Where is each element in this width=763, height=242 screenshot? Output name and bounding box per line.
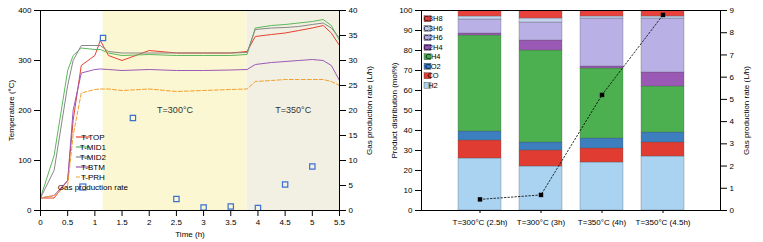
svg-text:T-MID1: T-MID1	[80, 143, 107, 152]
svg-text:T=300°C (3h): T=300°C (3h)	[517, 218, 566, 227]
svg-text:T-PRH: T-PRH	[81, 173, 105, 182]
svg-text:40: 40	[404, 126, 413, 135]
svg-text:2.5: 2.5	[171, 218, 183, 227]
svg-text:100: 100	[399, 6, 413, 15]
svg-text:100: 100	[18, 156, 32, 165]
svg-text:T=350°C (4.5h): T=350°C (4.5h)	[635, 218, 690, 227]
svg-text:20: 20	[404, 166, 413, 175]
svg-text:5: 5	[310, 218, 315, 227]
svg-text:Gas production rate (L/h): Gas production rate (L/h)	[365, 66, 374, 155]
svg-text:T-TOP: T-TOP	[81, 133, 104, 142]
svg-text:T=300°C: T=300°C	[157, 105, 193, 115]
svg-text:0: 0	[27, 206, 32, 215]
svg-text:3.5: 3.5	[225, 218, 237, 227]
svg-text:T-MID2: T-MID2	[80, 153, 107, 162]
svg-text:20: 20	[349, 106, 358, 115]
svg-text:30: 30	[404, 146, 413, 155]
svg-text:3: 3	[201, 218, 206, 227]
svg-text:200: 200	[18, 106, 32, 115]
svg-text:0: 0	[349, 206, 354, 215]
svg-text:10: 10	[404, 186, 413, 195]
svg-text:90: 90	[404, 26, 413, 35]
svg-text:Time (h): Time (h)	[175, 230, 205, 239]
svg-text:0: 0	[408, 206, 413, 215]
svg-text:40: 40	[349, 6, 358, 15]
svg-text:9: 9	[730, 6, 735, 15]
svg-text:50: 50	[404, 106, 413, 115]
svg-text:C2H4: C2H4	[423, 43, 442, 52]
svg-text:T=350°C (4h): T=350°C (4h)	[578, 218, 627, 227]
svg-text:4: 4	[730, 117, 735, 126]
svg-text:Gas production rate (L/h): Gas production rate (L/h)	[742, 66, 751, 155]
svg-text:300: 300	[18, 56, 32, 65]
svg-text:25: 25	[349, 81, 358, 90]
svg-text:1: 1	[93, 218, 98, 227]
svg-text:3: 3	[730, 139, 735, 148]
svg-text:2: 2	[730, 162, 735, 171]
svg-text:CO2: CO2	[425, 62, 440, 71]
svg-text:C3H8: C3H8	[423, 14, 442, 23]
svg-text:4.5: 4.5	[280, 218, 292, 227]
svg-text:Product distribution (mol%): Product distribution (mol%)	[390, 62, 399, 158]
svg-text:0: 0	[730, 206, 735, 215]
svg-text:CO: CO	[427, 71, 438, 80]
svg-text:6: 6	[730, 73, 735, 82]
svg-text:35: 35	[349, 31, 358, 40]
svg-text:5.5: 5.5	[334, 218, 346, 227]
svg-text:10: 10	[349, 156, 358, 165]
svg-text:H2: H2	[428, 81, 438, 90]
svg-text:0: 0	[38, 218, 43, 227]
svg-text:70: 70	[404, 66, 413, 75]
svg-text:Temperature (°C): Temperature (°C)	[7, 79, 16, 141]
svg-text:4: 4	[256, 218, 261, 227]
svg-text:400: 400	[18, 6, 32, 15]
svg-text:1: 1	[730, 184, 735, 193]
svg-text:2: 2	[147, 218, 152, 227]
svg-text:8: 8	[730, 28, 735, 37]
svg-text:C2H6: C2H6	[423, 33, 442, 42]
svg-text:T=350°C: T=350°C	[275, 105, 311, 115]
svg-text:Gas production rate: Gas production rate	[58, 183, 129, 192]
svg-text:5: 5	[349, 181, 354, 190]
svg-text:80: 80	[404, 46, 413, 55]
svg-text:C3H6: C3H6	[423, 24, 442, 33]
svg-text:5: 5	[730, 95, 735, 104]
svg-text:30: 30	[349, 56, 358, 65]
svg-text:CH4: CH4	[425, 52, 440, 61]
svg-text:T=300°C (2.5h): T=300°C (2.5h)	[452, 218, 507, 227]
svg-text:T-BTM: T-BTM	[81, 163, 105, 172]
svg-text:1.5: 1.5	[116, 218, 128, 227]
svg-text:7: 7	[730, 51, 735, 60]
svg-text:15: 15	[349, 131, 358, 140]
svg-text:0.5: 0.5	[62, 218, 74, 227]
svg-text:60: 60	[404, 86, 413, 95]
